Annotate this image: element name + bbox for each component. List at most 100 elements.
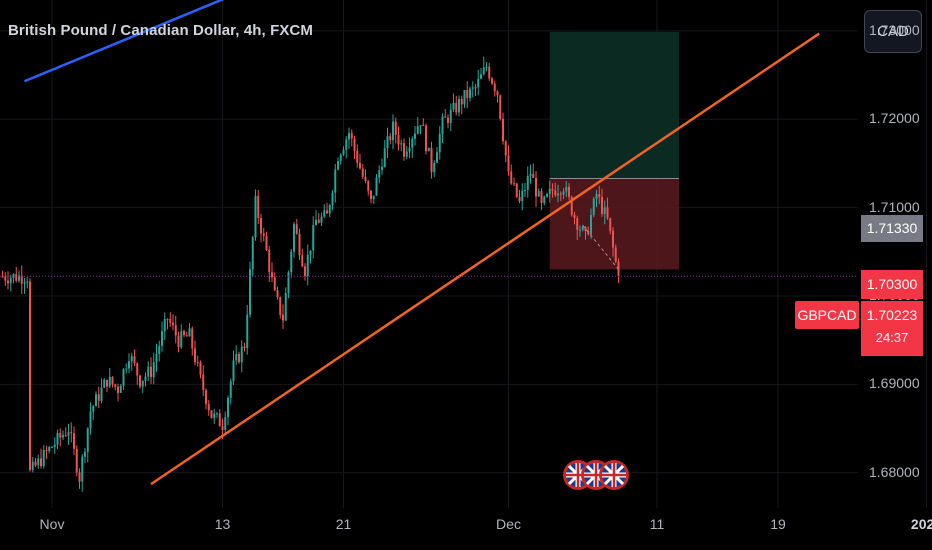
- candle-body: [150, 366, 152, 378]
- candle-body: [389, 136, 392, 141]
- candle-body: [323, 210, 326, 217]
- candle-body: [469, 88, 471, 98]
- candle-body: [144, 376, 147, 381]
- candle-body: [185, 335, 188, 337]
- candle-body: [334, 169, 337, 193]
- candle-body: [482, 67, 485, 75]
- candle-body: [488, 66, 491, 79]
- candle-body: [196, 362, 199, 364]
- candle-body: [485, 66, 488, 68]
- candle-body: [64, 435, 67, 437]
- candle-body: [559, 193, 562, 195]
- candle-body: [40, 458, 42, 467]
- candle-body: [89, 411, 92, 429]
- candle-body: [262, 233, 265, 236]
- candle-body: [287, 272, 290, 294]
- candlestick-series: [1, 56, 620, 492]
- candle-body: [436, 152, 438, 163]
- candle-body: [293, 224, 295, 252]
- candle-body: [592, 198, 595, 216]
- candle-body: [249, 269, 251, 315]
- candle-body: [301, 255, 304, 267]
- candle-body: [614, 247, 617, 262]
- candle-body: [59, 433, 62, 438]
- price-tick-label: 1.73000: [869, 21, 920, 38]
- candle-body: [441, 116, 444, 134]
- bar-countdown: 24:37: [875, 330, 909, 345]
- candle-body: [119, 385, 122, 394]
- chart-grid: [0, 0, 927, 508]
- candle-body: [609, 218, 612, 231]
- candle-body: [26, 281, 29, 283]
- candle-body: [408, 147, 411, 152]
- candle-body: [279, 297, 282, 315]
- candle-body: [290, 251, 293, 273]
- candle-body: [339, 154, 342, 162]
- candle-body: [477, 78, 480, 88]
- candle-body: [507, 155, 510, 172]
- candle-body: [356, 150, 359, 163]
- candle-body: [361, 168, 364, 177]
- candle-body: [474, 87, 477, 89]
- candle-body: [458, 99, 460, 113]
- candle-body: [271, 272, 273, 278]
- candle-body: [595, 194, 598, 199]
- chart-title: British Pound / Canadian Dollar, 4h, FXC…: [8, 22, 313, 39]
- candle-body: [364, 176, 367, 182]
- candle-body: [543, 196, 546, 204]
- profit-zone: [549, 31, 679, 179]
- candle-body: [221, 426, 224, 430]
- candle-body: [205, 390, 207, 405]
- candle-body: [320, 216, 323, 223]
- candle-body: [411, 138, 414, 148]
- candle-body: [521, 190, 524, 202]
- candle-body: [273, 277, 276, 291]
- candle-body: [601, 196, 603, 215]
- candle-body: [23, 282, 26, 284]
- candle-body: [180, 331, 183, 348]
- candle-body: [372, 195, 375, 200]
- candle-body: [353, 138, 356, 151]
- candle-body: [218, 413, 221, 427]
- candle-body: [452, 102, 455, 110]
- candle-body: [315, 219, 317, 226]
- candle-body: [350, 133, 353, 139]
- candle-body: [260, 217, 262, 234]
- candle-body: [587, 231, 590, 235]
- candle-body: [20, 275, 23, 284]
- candle-body: [37, 458, 40, 466]
- candle-body: [345, 139, 348, 150]
- candle-body: [430, 147, 433, 173]
- candle-body: [570, 196, 573, 215]
- candle-body: [265, 235, 268, 251]
- stop-zone: [549, 178, 679, 270]
- candle-body: [326, 210, 328, 214]
- candle-body: [562, 191, 565, 195]
- trendlines: [0, 0, 858, 486]
- candle-body: [328, 205, 331, 214]
- time-tick-label: 19: [770, 516, 786, 532]
- candle-body: [257, 195, 260, 218]
- candle-body: [603, 207, 606, 215]
- candle-body: [67, 432, 70, 436]
- candle-body: [42, 449, 45, 467]
- candle-body: [125, 368, 128, 370]
- target-price-tag: 1.71330: [861, 215, 923, 242]
- candle-body: [29, 281, 31, 470]
- candle-body: [147, 366, 150, 377]
- candle-body: [284, 293, 287, 321]
- economic-events: [563, 460, 629, 490]
- candle-body: [191, 328, 194, 349]
- candle-body: [207, 404, 210, 411]
- candle-body: [100, 387, 103, 401]
- candle-body: [161, 331, 163, 346]
- candle-body: [7, 280, 9, 284]
- candle-body: [304, 266, 306, 277]
- candle-body: [114, 384, 117, 387]
- candle-body: [70, 432, 73, 434]
- candle-body: [188, 328, 191, 337]
- currency-button[interactable]: CAD: [864, 10, 922, 53]
- candle-body: [463, 90, 466, 105]
- candle-body: [268, 250, 271, 273]
